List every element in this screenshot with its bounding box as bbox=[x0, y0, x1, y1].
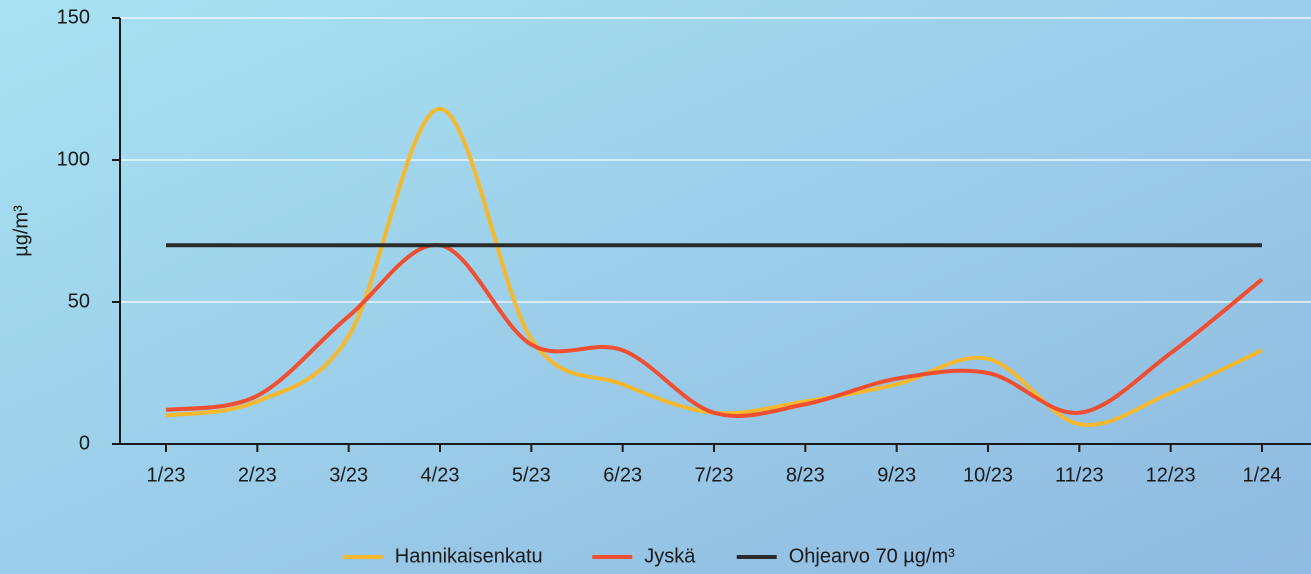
legend-label: Hannikaisenkatu bbox=[395, 545, 543, 567]
x-tick-label: 1/23 bbox=[147, 464, 186, 486]
y-axis-label: µg/m³ bbox=[10, 205, 32, 257]
x-tick-label: 7/23 bbox=[695, 464, 734, 486]
x-tick-label: 11/23 bbox=[1055, 464, 1104, 486]
series-line bbox=[165, 243, 1264, 418]
series-line bbox=[165, 106, 1263, 427]
x-tick-label: 1/24 bbox=[1243, 464, 1282, 486]
x-tick-label: 4/23 bbox=[421, 464, 460, 486]
x-tick-label: 12/23 bbox=[1146, 464, 1196, 486]
x-tick-label: 8/23 bbox=[786, 464, 825, 486]
y-tick-label: 50 bbox=[68, 290, 90, 312]
legend-label: Ohjearvo 70 µg/m³ bbox=[789, 545, 955, 567]
x-tick-label: 10/23 bbox=[963, 464, 1013, 486]
x-tick-label: 6/23 bbox=[603, 464, 642, 486]
x-tick-label: 2/23 bbox=[238, 464, 277, 486]
legend-label: Jyskä bbox=[644, 545, 696, 567]
y-tick-label: 0 bbox=[79, 432, 90, 454]
y-tick-label: 150 bbox=[57, 6, 90, 28]
x-tick-label: 5/23 bbox=[512, 464, 551, 486]
x-tick-label: 3/23 bbox=[329, 464, 368, 486]
x-tick-label: 9/23 bbox=[877, 464, 916, 486]
y-tick-label: 100 bbox=[57, 148, 90, 170]
